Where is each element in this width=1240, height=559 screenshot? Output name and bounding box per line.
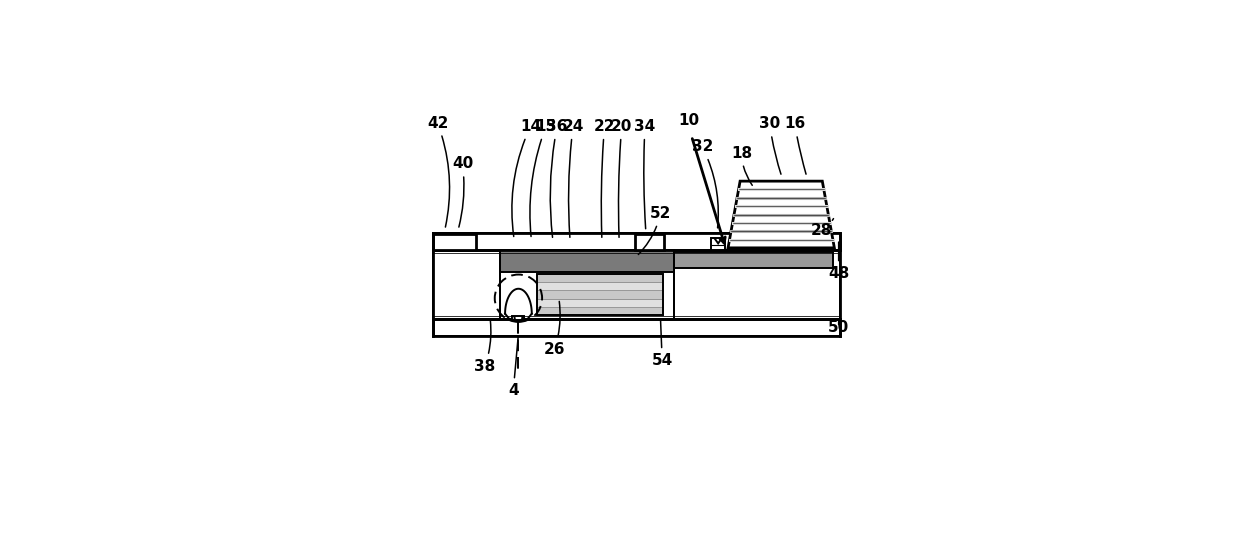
Text: 16: 16 [784, 116, 806, 174]
Text: 24: 24 [563, 119, 584, 238]
Bar [635, 234, 663, 250]
Bar [500, 250, 675, 272]
Text: 22: 22 [594, 119, 615, 238]
Bar [433, 234, 476, 250]
Text: 48: 48 [828, 242, 849, 281]
Text: 4: 4 [508, 337, 518, 398]
Bar [675, 250, 839, 319]
Bar [537, 274, 663, 282]
Bar [433, 250, 500, 319]
Text: 42: 42 [427, 116, 450, 227]
Bar [433, 319, 839, 336]
Polygon shape [728, 181, 835, 248]
Text: 50: 50 [828, 320, 849, 335]
Bar [711, 238, 725, 250]
Bar [433, 319, 839, 336]
Bar [675, 250, 839, 319]
Text: 15: 15 [529, 119, 557, 236]
Text: 26: 26 [544, 301, 565, 357]
Text: 52: 52 [639, 206, 671, 254]
Bar [537, 274, 663, 315]
Text: 38: 38 [474, 320, 496, 374]
Bar [433, 233, 839, 250]
Bar [537, 282, 663, 290]
Bar [537, 290, 663, 299]
Bar [500, 250, 675, 319]
Text: 30: 30 [759, 116, 781, 174]
Bar [537, 299, 663, 307]
Text: 14: 14 [512, 119, 541, 236]
Bar [433, 250, 500, 319]
Bar [635, 234, 663, 250]
Text: 20: 20 [611, 119, 632, 238]
Bar [537, 307, 663, 315]
Text: 28: 28 [811, 219, 833, 238]
Text: 10: 10 [678, 113, 699, 128]
Text: 32: 32 [692, 139, 718, 228]
Text: 18: 18 [730, 146, 753, 186]
Text: 34: 34 [635, 119, 656, 229]
Bar [675, 252, 833, 268]
Text: 40: 40 [451, 157, 474, 227]
Text: 36: 36 [547, 119, 568, 238]
Bar [433, 234, 476, 250]
Bar [433, 233, 839, 250]
Text: 54: 54 [651, 320, 673, 368]
Bar [512, 316, 525, 320]
